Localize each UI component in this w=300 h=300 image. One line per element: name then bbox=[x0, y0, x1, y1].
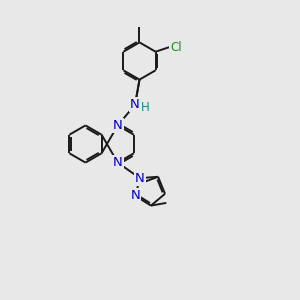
Text: Cl: Cl bbox=[170, 41, 182, 54]
Text: N: N bbox=[130, 189, 140, 203]
Text: N: N bbox=[135, 172, 145, 184]
Text: N: N bbox=[113, 119, 123, 132]
Text: H: H bbox=[141, 101, 150, 114]
Text: N: N bbox=[113, 156, 123, 169]
Text: N: N bbox=[130, 98, 140, 111]
